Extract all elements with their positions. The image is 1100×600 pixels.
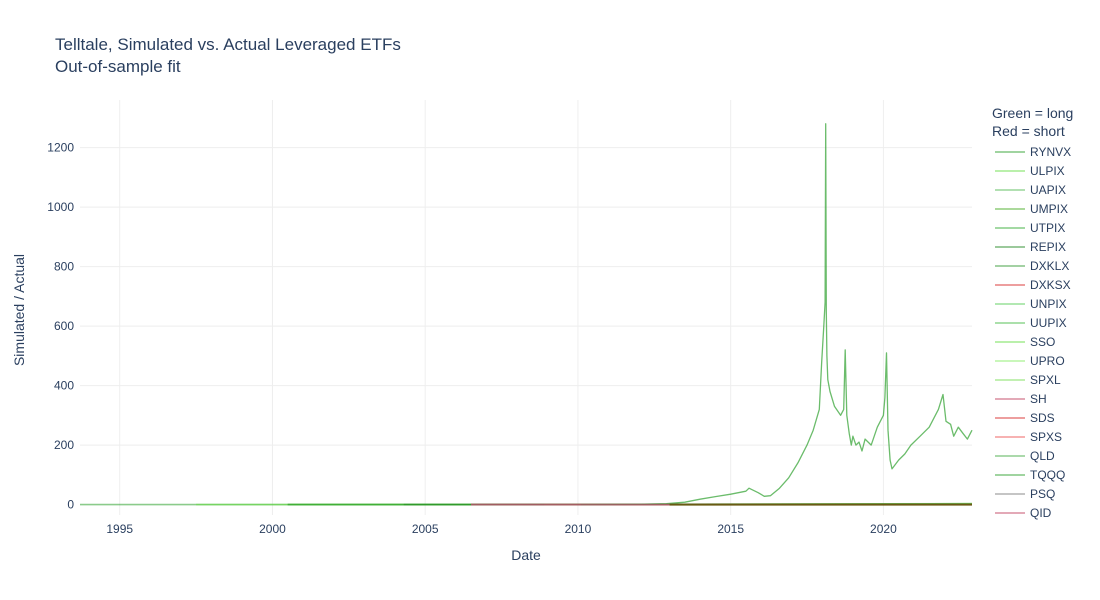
- x-tick-label: 2005: [412, 522, 439, 536]
- legend[interactable]: Green = long Red = short RYNVX ULPIX UAPIX…: [992, 105, 1073, 520]
- y-tick-label: 1000: [47, 200, 74, 214]
- legend-label: UPRO: [1030, 354, 1065, 368]
- legend-item-rynvx[interactable]: RYNVX: [995, 145, 1071, 159]
- y-tick-label: 600: [54, 319, 74, 333]
- legend-label: DXKLX: [1030, 259, 1069, 273]
- legend-item-uupix[interactable]: UUPIX: [995, 316, 1067, 330]
- legend-item-uapix[interactable]: UAPIX: [995, 183, 1066, 197]
- legend-item-tqqq[interactable]: TQQQ: [995, 468, 1065, 482]
- legend-label: RYNVX: [1030, 145, 1071, 159]
- x-tick-label: 2010: [565, 522, 592, 536]
- x-tick-label: 2020: [870, 522, 897, 536]
- legend-title-line-2: Red = short: [992, 123, 1065, 139]
- legend-item-sds[interactable]: SDS: [995, 411, 1055, 425]
- legend-item-spxs[interactable]: SPXS: [995, 430, 1062, 444]
- legend-label: QLD: [1030, 449, 1055, 463]
- legend-label: ULPIX: [1030, 164, 1065, 178]
- legend-item-psq[interactable]: PSQ: [995, 487, 1055, 501]
- legend-item-umpix[interactable]: UMPIX: [995, 202, 1068, 216]
- y-tick-label: 800: [54, 260, 74, 274]
- legend-label: UTPIX: [1030, 221, 1065, 235]
- legend-item-repix[interactable]: REPIX: [995, 240, 1066, 254]
- x-tick-label: 1995: [106, 522, 133, 536]
- legend-label: SH: [1030, 392, 1047, 406]
- y-tick-label: 0: [67, 498, 74, 512]
- y-tick-label: 1200: [47, 141, 74, 155]
- legend-label: UMPIX: [1030, 202, 1068, 216]
- x-tick-label: 2015: [717, 522, 744, 536]
- x-gridlines: [119, 100, 884, 515]
- legend-item-qid[interactable]: QID: [995, 506, 1052, 520]
- legend-item-ulpix[interactable]: ULPIX: [995, 164, 1065, 178]
- legend-label: TQQQ: [1030, 468, 1065, 482]
- legend-label: UNPIX: [1030, 297, 1067, 311]
- legend-title-line-1: Green = long: [992, 105, 1073, 121]
- legend-item-dxksx[interactable]: DXKSX: [995, 278, 1071, 292]
- legend-item-qld[interactable]: QLD: [995, 449, 1055, 463]
- legend-item-dxklx[interactable]: DXKLX: [995, 259, 1069, 273]
- legend-item-sso[interactable]: SSO: [995, 335, 1055, 349]
- y-axis-title: Simulated / Actual: [11, 254, 27, 366]
- legend-label: SDS: [1030, 411, 1055, 425]
- legend-label: REPIX: [1030, 240, 1066, 254]
- legend-label: UAPIX: [1030, 183, 1066, 197]
- legend-item-upro[interactable]: UPRO: [995, 354, 1065, 368]
- legend-label: DXKSX: [1030, 278, 1071, 292]
- legend-label: SPXS: [1030, 430, 1062, 444]
- legend-items[interactable]: RYNVX ULPIX UAPIX UMPIX UTPIX REPIX DXKLX DXKSX…: [995, 145, 1071, 520]
- legend-label: SPXL: [1030, 373, 1061, 387]
- y-axis-tick-labels: 0 200 400 600 800 1000 1200: [47, 141, 74, 512]
- legend-label: QID: [1030, 506, 1052, 520]
- legend-item-spxl[interactable]: SPXL: [995, 373, 1061, 387]
- series-lines: [80, 123, 973, 506]
- legend-label: SSO: [1030, 335, 1055, 349]
- legend-label: UUPIX: [1030, 316, 1067, 330]
- x-axis-tick-labels: 1995 2000 2005 2010 2015 2020: [106, 522, 897, 536]
- x-axis-title: Date: [511, 547, 541, 563]
- legend-item-sh[interactable]: SH: [995, 392, 1047, 406]
- legend-label: PSQ: [1030, 487, 1055, 501]
- x-tick-label: 2000: [259, 522, 286, 536]
- y-gridlines: [80, 147, 972, 446]
- y-tick-label: 400: [54, 379, 74, 393]
- chart-title: Telltale, Simulated vs. Actual Leveraged…: [55, 35, 401, 76]
- legend-item-unpix[interactable]: UNPIX: [995, 297, 1067, 311]
- chart-subtitle-line: Out-of-sample fit: [55, 57, 181, 76]
- legend-item-utpix[interactable]: UTPIX: [995, 221, 1065, 235]
- chart-title-line: Telltale, Simulated vs. Actual Leveraged…: [55, 35, 401, 54]
- y-tick-label: 200: [54, 438, 74, 452]
- series-line-tqqq: [580, 123, 973, 506]
